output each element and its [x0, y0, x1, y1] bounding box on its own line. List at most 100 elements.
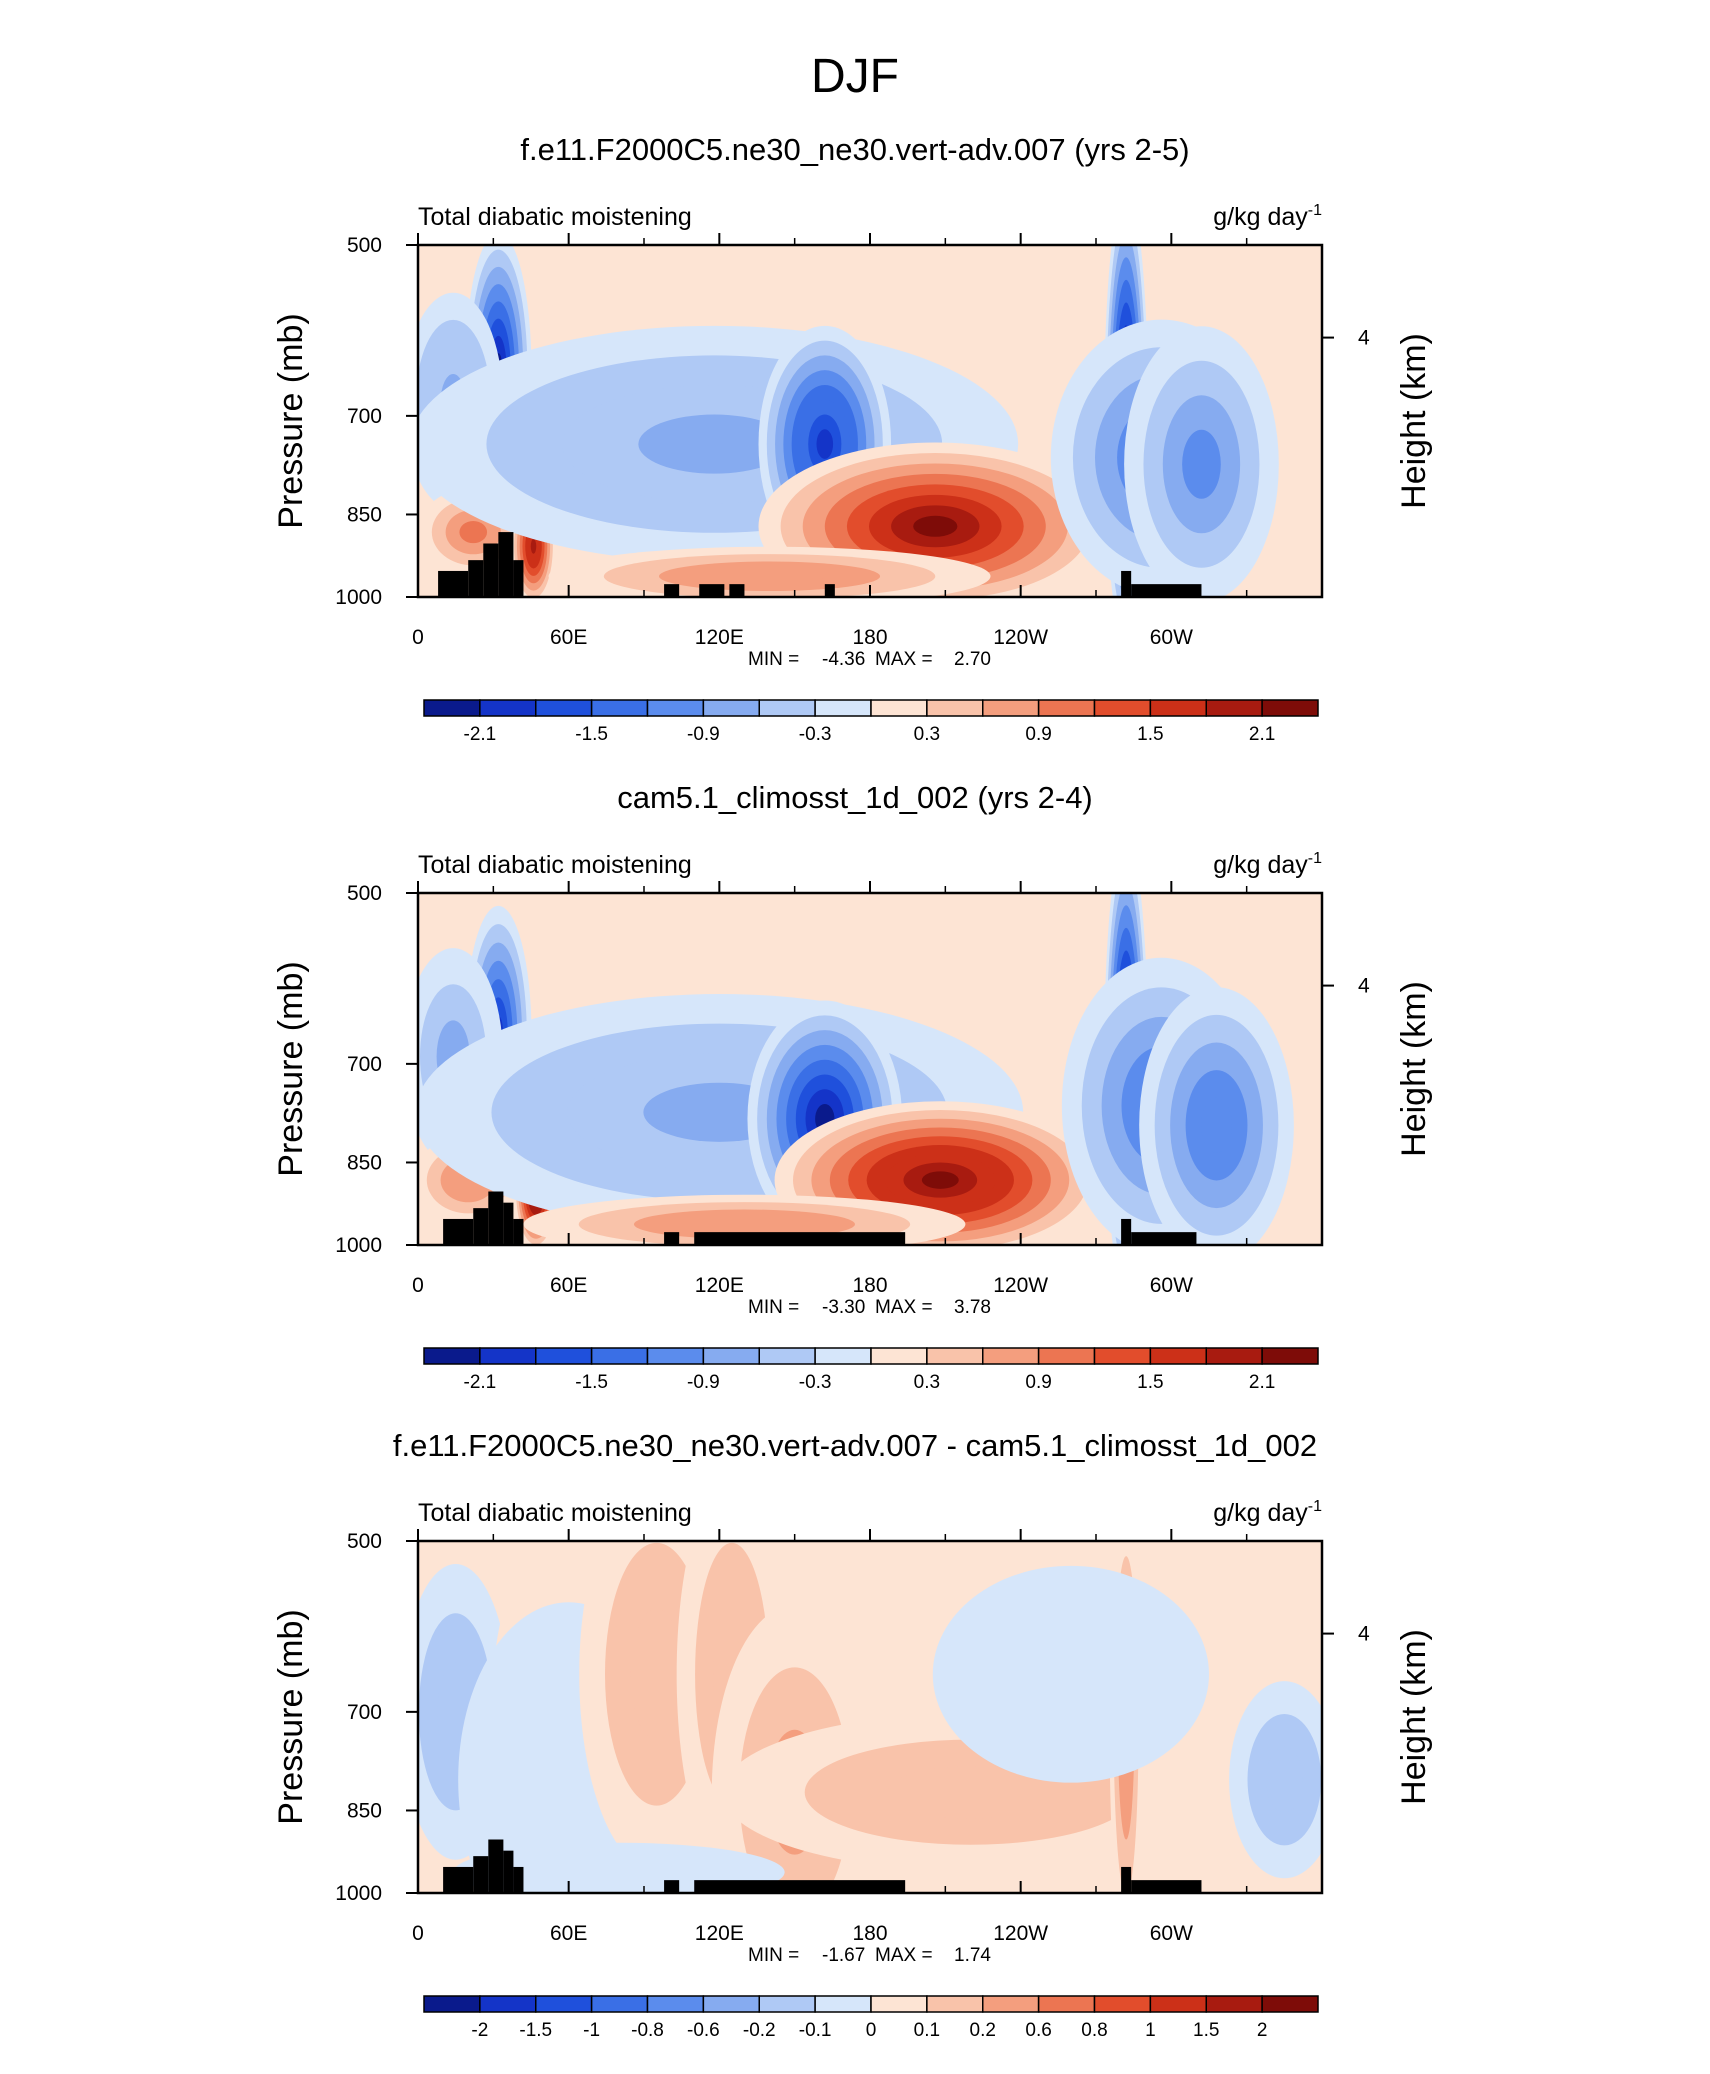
y-axis-right-title: Height (km) — [1395, 1629, 1433, 1805]
y-tick-label: 1000 — [335, 1234, 382, 1257]
colorbar-label: -0.3 — [799, 724, 832, 745]
y-tick-label: 700 — [347, 405, 382, 428]
colorbar: -2 -1.5 -1 -0.8 -0.6 -0.2 -0.1 0 0.1 0.2 0.6 0.8 1 1.… — [423, 1995, 1319, 2041]
panel-left-label: Total diabatic moistening — [418, 1499, 692, 1527]
colorbar-label: -1.5 — [575, 724, 608, 745]
colorbar-label: -2.1 — [464, 724, 497, 745]
topography-block — [1121, 1866, 1132, 1893]
colorbar-swatch — [1261, 1347, 1319, 1365]
feature-9 — [932, 1565, 1209, 1783]
colorbar-swatch — [702, 1347, 760, 1365]
topography-block — [503, 1202, 514, 1245]
feature-level — [630, 1608, 683, 1740]
colorbar-swatch — [702, 699, 760, 717]
panel-title: f.e11.F2000C5.ne30_ne30.vert-adv.007 - c… — [393, 1428, 1317, 1463]
feature-level — [1265, 1746, 1303, 1813]
max-label: MAX = — [875, 1297, 933, 1318]
y-tick-label: 850 — [347, 1151, 382, 1174]
min-value: -1.67 — [822, 1945, 865, 1966]
colorbar-label: -0.2 — [743, 2020, 776, 2041]
colorbar-swatch — [870, 1347, 928, 1365]
topography-block — [1131, 584, 1202, 597]
topography-block — [503, 1850, 514, 1893]
colorbar-label: -0.1 — [799, 2020, 832, 2041]
contour-field — [418, 245, 1322, 597]
colorbar-swatch — [870, 1995, 928, 2013]
colorbar-label: -0.6 — [687, 2020, 720, 2041]
topography-block — [473, 1856, 489, 1893]
contour-field — [418, 893, 1322, 1245]
colorbar-swatch — [590, 1995, 649, 2013]
chart-panel-3: f.e11.F2000C5.ne30_ne30.vert-adv.007 - c… — [272, 1428, 1433, 2041]
colorbar-swatch — [1261, 1995, 1319, 2013]
colorbar-swatch — [926, 1347, 984, 1365]
colorbar-swatch — [814, 1347, 872, 1365]
colorbar-label: 2.1 — [1249, 724, 1275, 745]
colorbar-swatch — [1149, 699, 1207, 717]
right-tick-label: 4 — [1358, 975, 1370, 998]
y-tick-label: 1000 — [335, 1882, 382, 1905]
colorbar-label: 1.5 — [1137, 724, 1163, 745]
topography-block — [1131, 1880, 1202, 1893]
topography-block — [443, 1866, 474, 1893]
feature-level — [1201, 1097, 1233, 1153]
colorbar-swatch — [1205, 699, 1263, 717]
topography-block — [694, 1880, 906, 1893]
colorbar-swatch — [982, 1347, 1040, 1365]
colorbar-label: 0.1 — [914, 2020, 940, 2041]
colorbar-swatch — [535, 1995, 593, 2013]
x-tick-label: 60W — [1150, 1274, 1193, 1297]
colorbar-swatch — [479, 699, 537, 717]
feature-level — [921, 1171, 959, 1189]
topography-block — [513, 1218, 524, 1245]
x-tick-label: 0 — [412, 1922, 424, 1945]
colorbar-label: -0.9 — [687, 724, 720, 745]
max-value: 1.74 — [954, 1945, 991, 1966]
feature-level — [1182, 429, 1221, 499]
colorbar-swatch — [1093, 699, 1152, 717]
feature-10 — [1124, 326, 1279, 597]
colorbar-swatch — [870, 699, 928, 717]
colorbar: -2.1 -1.5 -0.9 -0.3 0.3 0.9 1.5 2.1 — [423, 1347, 1319, 1393]
chart-panel-2: cam5.1_climosst_1d_002 (yrs 2-4) Total di… — [272, 780, 1433, 1393]
colorbar-swatch — [702, 1995, 760, 2013]
colorbar-swatch — [758, 1995, 816, 2013]
panel-units: g/kg day-1 — [1213, 850, 1322, 879]
colorbar-label: -1.5 — [575, 1372, 608, 1393]
topography-block — [664, 1880, 680, 1893]
y-tick-label: 500 — [347, 234, 382, 257]
min-label: MIN = — [748, 649, 799, 670]
x-tick-label: 60E — [550, 1922, 587, 1945]
min-value: -3.30 — [822, 1297, 865, 1318]
colorbar-swatch — [1261, 699, 1319, 717]
min-label: MIN = — [748, 1297, 799, 1318]
feature-level — [638, 414, 791, 474]
max-label: MAX = — [875, 649, 933, 670]
colorbar-swatch — [535, 699, 593, 717]
colorbar-swatch — [758, 1347, 816, 1365]
main-title: DJF — [811, 50, 899, 103]
panel-left-label: Total diabatic moistening — [418, 851, 692, 879]
topography-block — [473, 1208, 489, 1245]
right-tick-label: 4 — [1358, 1623, 1370, 1646]
colorbar-swatch — [814, 1995, 872, 2013]
max-value: 2.70 — [954, 649, 991, 670]
x-tick-label: 120W — [993, 1274, 1048, 1297]
panel-units: g/kg day-1 — [1213, 1498, 1322, 1527]
colorbar-label: -0.8 — [631, 2020, 664, 2041]
x-tick-label: 0 — [412, 1274, 424, 1297]
colorbar-swatch — [1149, 1347, 1207, 1365]
colorbar-swatch — [646, 1347, 705, 1365]
y-tick-label: 700 — [347, 1053, 382, 1076]
topography-block — [699, 584, 725, 597]
colorbar-swatch — [1149, 1995, 1207, 2013]
topography-block — [824, 584, 835, 597]
topography-block — [664, 1232, 680, 1245]
min-value: -4.36 — [822, 649, 865, 670]
topography-block — [513, 1866, 524, 1893]
colorbar-swatch — [423, 1347, 481, 1365]
x-tick-label: 180 — [852, 626, 887, 649]
colorbar-swatch — [814, 699, 872, 717]
x-tick-label: 180 — [852, 1922, 887, 1945]
